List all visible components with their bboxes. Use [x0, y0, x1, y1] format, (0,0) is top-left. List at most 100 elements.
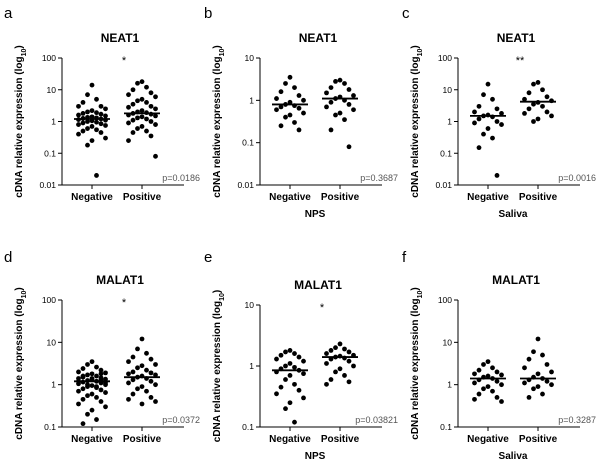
- y-axis-label-subscript: 10: [417, 291, 424, 299]
- y-tick-label: 0.01: [237, 180, 254, 190]
- y-tick-label: 10: [47, 85, 57, 95]
- data-point: [494, 106, 500, 112]
- data-point: [324, 104, 329, 110]
- y-axis-label-end: ): [14, 45, 25, 48]
- data-point: [522, 380, 527, 386]
- y-tick-label: 10: [245, 53, 255, 63]
- y-axis-label-subscript: 10: [219, 293, 226, 301]
- data-point: [526, 356, 532, 362]
- data-point: [476, 391, 482, 397]
- data-point: [135, 126, 140, 131]
- data-point: [98, 399, 104, 404]
- data-point: [144, 116, 149, 122]
- data-point: [130, 377, 136, 383]
- data-point: [346, 349, 352, 355]
- y-tick-label: 0.1: [440, 422, 452, 432]
- data-point: [98, 371, 104, 377]
- data-point: [98, 111, 104, 117]
- data-point: [283, 363, 288, 369]
- data-point: [135, 115, 140, 121]
- data-point: [103, 370, 108, 376]
- chart-title: NEAT1: [497, 31, 536, 45]
- data-point: [351, 363, 356, 369]
- data-point: [94, 96, 99, 102]
- data-point: [94, 173, 99, 178]
- data-point: [126, 371, 131, 377]
- data-point: [481, 92, 486, 98]
- panel-d: d MALAT1 cDNA relative expression (log10) 0…: [4, 249, 200, 445]
- data-point: [130, 354, 136, 360]
- data-point: [481, 131, 486, 137]
- y-tick-label: 1: [249, 361, 254, 371]
- data-point: [283, 406, 288, 412]
- data-point: [94, 384, 99, 390]
- data-point: [274, 391, 279, 397]
- y-axis-label-end: ): [410, 45, 421, 48]
- data-point: [130, 391, 136, 397]
- data-point: [144, 367, 149, 373]
- x-axis-label: NPS: [305, 451, 326, 462]
- y-tick-label: 1: [249, 95, 254, 105]
- data-point: [85, 411, 90, 417]
- data-point: [494, 369, 500, 375]
- data-point: [148, 378, 154, 384]
- data-point: [287, 400, 293, 406]
- data-point: [531, 81, 536, 87]
- y-tick-label: 100: [438, 295, 452, 305]
- data-point: [76, 388, 81, 394]
- data-point: [476, 367, 482, 373]
- data-point: [346, 102, 352, 107]
- data-point: [144, 128, 149, 134]
- y-tick-label: 1: [51, 380, 56, 390]
- data-point: [135, 346, 140, 352]
- data-point: [153, 399, 158, 404]
- data-point: [94, 395, 99, 400]
- x-tick-label: Negative: [467, 192, 509, 203]
- p-value: p=0.3287: [558, 415, 596, 425]
- data-point: [85, 382, 90, 388]
- data-point: [333, 345, 338, 351]
- data-point: [531, 349, 536, 355]
- data-point: [526, 106, 532, 112]
- data-point: [485, 384, 491, 390]
- data-point: [103, 113, 108, 119]
- y-tick-label: 1: [447, 380, 452, 390]
- data-point: [94, 417, 99, 422]
- data-point: [144, 99, 149, 105]
- data-point: [85, 126, 90, 131]
- data-point: [126, 104, 131, 110]
- data-point: [126, 359, 131, 365]
- y-tick-label: 100: [438, 53, 452, 63]
- data-point: [85, 393, 90, 399]
- data-point: [126, 396, 131, 402]
- panel-b: b NEAT1 cDNA relative expression (log10) 0.…: [204, 5, 398, 220]
- data-point: [148, 90, 154, 96]
- data-point: [494, 378, 500, 384]
- data-point: [522, 365, 527, 371]
- y-axis-label-end: ): [212, 45, 223, 48]
- data-point: [80, 128, 86, 134]
- data-point: [130, 369, 136, 375]
- data-point: [346, 144, 352, 150]
- data-point: [139, 384, 145, 390]
- y-tick-label: 0.01: [435, 180, 452, 190]
- y-tick-label: 1: [51, 117, 56, 127]
- data-point: [535, 80, 541, 85]
- data-point: [540, 391, 545, 397]
- data-point: [324, 90, 329, 96]
- data-point: [342, 346, 347, 352]
- data-point: [490, 135, 495, 141]
- x-tick-label: Positive: [321, 434, 360, 445]
- data-point: [135, 80, 140, 86]
- data-point: [85, 109, 90, 115]
- y-tick-label: 100: [42, 295, 56, 305]
- panel-letter: e: [204, 249, 212, 266]
- data-point: [301, 358, 306, 364]
- data-point: [531, 386, 536, 392]
- data-point: [485, 359, 491, 365]
- y-tick-label: 10: [443, 337, 453, 347]
- y-tick-label: 10: [245, 300, 255, 310]
- data-point: [485, 126, 491, 131]
- data-point: [148, 395, 154, 400]
